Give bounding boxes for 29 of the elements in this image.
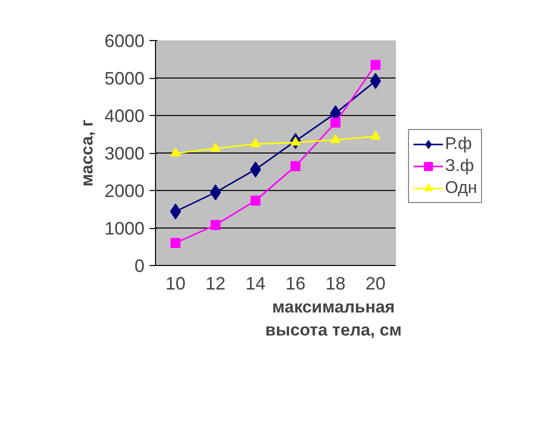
point (170, 148, 180, 156)
x-tick-label: 14 (245, 274, 266, 294)
legend-label: Одн (445, 178, 478, 198)
legend-label: Р.ф (445, 134, 472, 154)
x-tick-label: 20 (365, 274, 386, 294)
legend-label: З.ф (445, 156, 474, 176)
y-tick-label: 5000 (104, 68, 145, 88)
point (370, 60, 380, 70)
point (210, 142, 220, 152)
point (250, 196, 260, 206)
point (250, 138, 260, 148)
y-tick-label: 2000 (104, 181, 145, 201)
x-tick-label: 10 (165, 274, 186, 294)
y-tick-label: 3000 (104, 144, 145, 164)
y-axis-title: масса, г (77, 120, 96, 186)
y-tick-label: 0 (134, 256, 145, 276)
y-tick-label: 4000 (104, 106, 145, 126)
point (370, 130, 380, 140)
point (330, 134, 340, 143)
x-tick-label: 18 (325, 274, 346, 294)
point (210, 220, 220, 230)
point (170, 238, 180, 248)
x-axis-title: максимальная высота тела, см (265, 298, 402, 340)
y-tick-label: 1000 (104, 218, 145, 238)
y-tick-label: 6000 (104, 31, 145, 51)
point (290, 161, 300, 172)
point (330, 118, 340, 128)
x-tick-label: 16 (285, 274, 306, 294)
x-tick-label: 12 (205, 274, 226, 294)
